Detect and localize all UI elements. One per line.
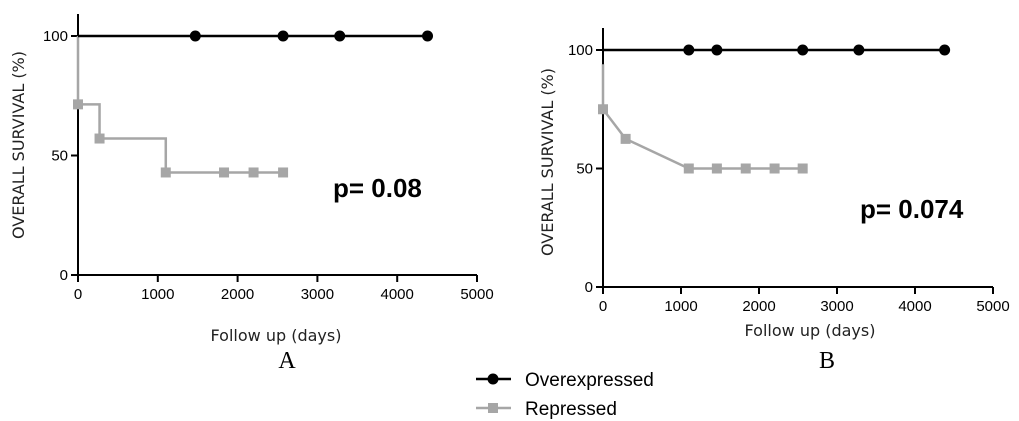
panel-b-p-value: p= 0.074 [860, 194, 964, 224]
panel-a-point-overexpressed [277, 30, 289, 42]
panel-a-y-tick-label: 0 [60, 267, 68, 284]
panel-a-y-tick-label: 50 [51, 148, 68, 165]
panel-b-point-overexpressed [711, 44, 723, 56]
panel-a-x-tick-label: 1000 [141, 286, 174, 303]
panel-a-point-overexpressed [334, 30, 346, 42]
panel-a-point-repressed [248, 167, 259, 178]
legend-label-overexpressed: Overexpressed [525, 370, 654, 391]
panel-b-point-overexpressed [797, 44, 809, 56]
legend-label-repressed: Repressed [525, 399, 617, 420]
panel-b-y-tick-label: 100 [568, 42, 593, 59]
panel-b-letter: B [819, 348, 835, 374]
panel-b-point-overexpressed [939, 44, 951, 56]
panel-b-point-repressed [797, 163, 808, 174]
panel-a-xlabel: Follow up (days) [211, 326, 342, 345]
panel-b-y-tick-label: 0 [585, 279, 593, 296]
legend-marker-overexpressed [487, 373, 499, 385]
legend-item-repressed: Repressed [476, 399, 617, 420]
panel-a-ylabel: OVERALL SURVIVAL (%) [9, 51, 28, 239]
legend-item-overexpressed: Overexpressed [476, 370, 654, 391]
panel-a-point-repressed [219, 167, 230, 178]
panel-b-point-repressed [598, 104, 608, 115]
panel-b-chart: OVERALL SURVIVAL (%) Follow up (days) p=… [538, 28, 1010, 374]
panel-a-x-tick-label: 2000 [221, 286, 254, 303]
panel-b-ylabel: OVERALL SURVIVAL (%) [538, 68, 557, 256]
panel-a-x-tick-label: 3000 [301, 286, 334, 303]
panel-b-point-overexpressed [683, 44, 695, 56]
panel-a-line-repressed [76, 36, 284, 174]
panel-a-x-tick-label: 0 [74, 286, 82, 303]
panel-b-xlabel: Follow up (days) [745, 321, 876, 340]
panel-b-point-repressed [683, 163, 694, 174]
legend-marker-repressed [488, 403, 498, 413]
panel-b-x-tick-label: 3000 [820, 298, 853, 315]
panel-a-point-repressed [73, 99, 83, 110]
panel-a-point-repressed [278, 167, 289, 178]
panel-a-x-tick-label: 5000 [460, 286, 493, 303]
panel-b-point-repressed [711, 163, 722, 174]
panel-b-point-repressed [620, 133, 631, 144]
panel-b-point-overexpressed [853, 44, 865, 56]
panel-b-line-repressed [601, 64, 803, 170]
panel-a-point-repressed [160, 167, 171, 178]
panel-a-chart: OVERALL SURVIVAL (%) Follow up (days) p=… [9, 14, 494, 374]
panel-b-point-repressed [769, 163, 780, 174]
panel-a-point-overexpressed [189, 30, 201, 42]
legend: Overexpressed Repressed [476, 370, 654, 420]
panel-a-x-tick-label: 4000 [381, 286, 414, 303]
panel-a-point-overexpressed [422, 30, 434, 42]
panel-b-y-tick-label: 50 [576, 161, 593, 178]
panel-b-point-repressed [740, 163, 751, 174]
panel-a-p-value: p= 0.08 [333, 173, 422, 203]
panel-b-x-tick-label: 4000 [898, 298, 931, 315]
panel-a-y-tick-label: 100 [43, 28, 68, 45]
panel-a-point-repressed [94, 133, 105, 144]
panel-a-letter: A [278, 348, 296, 374]
panel-b-x-tick-label: 5000 [976, 298, 1009, 315]
panel-b-x-tick-label: 2000 [742, 298, 775, 315]
panel-b-x-tick-label: 1000 [664, 298, 697, 315]
panel-b-x-tick-label: 0 [599, 298, 607, 315]
